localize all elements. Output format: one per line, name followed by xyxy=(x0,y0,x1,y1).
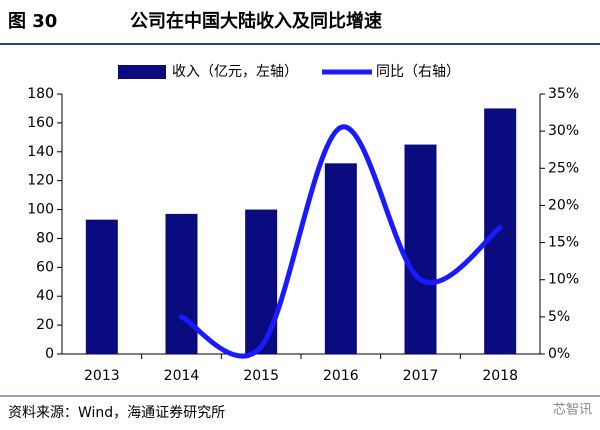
bar xyxy=(245,209,278,354)
y2-tick-label: 15% xyxy=(548,235,579,251)
watermark: 芯智讯 xyxy=(553,403,592,418)
y-tick-label: 140 xyxy=(27,144,54,160)
x-tick-label: 2017 xyxy=(403,368,439,384)
y-tick-label: 0 xyxy=(45,346,54,362)
legend-label: 收入（亿元，左轴） xyxy=(172,64,298,80)
legend-label: 同比（右轴） xyxy=(376,64,460,80)
y-tick-label: 180 xyxy=(27,86,54,102)
x-tick-label: 2016 xyxy=(323,368,359,384)
bar xyxy=(324,163,357,354)
y2-tick-label: 20% xyxy=(548,197,579,213)
bar xyxy=(484,108,517,354)
bar xyxy=(85,219,118,354)
legend-swatch xyxy=(118,65,166,79)
y-tick-label: 20 xyxy=(36,317,54,333)
x-tick-label: 2013 xyxy=(84,368,120,384)
y-tick-label: 100 xyxy=(27,202,54,218)
x-tick-label: 2018 xyxy=(482,368,518,384)
y2-tick-label: 10% xyxy=(548,272,579,288)
chart-title: 公司在中国大陆收入及同比增速 xyxy=(130,10,382,32)
x-tick-label: 2014 xyxy=(164,368,200,384)
y-tick-label: 60 xyxy=(36,259,54,275)
y-tick-label: 120 xyxy=(27,173,54,189)
x-tick-label: 2015 xyxy=(243,368,279,384)
y-tick-label: 40 xyxy=(36,288,54,304)
y-tick-label: 160 xyxy=(27,115,54,131)
y2-tick-label: 0% xyxy=(548,346,570,362)
line xyxy=(179,124,503,359)
bar xyxy=(165,213,198,354)
y2-tick-label: 30% xyxy=(548,123,579,139)
y-tick-label: 80 xyxy=(36,230,54,246)
y2-tick-label: 5% xyxy=(548,309,570,325)
y2-tick-label: 35% xyxy=(548,86,579,102)
figure-label: 图 30 xyxy=(8,11,57,32)
y2-tick-label: 25% xyxy=(548,160,579,176)
source: 资料来源：Wind，海通证券研究所 xyxy=(8,405,225,421)
bar xyxy=(404,144,437,354)
